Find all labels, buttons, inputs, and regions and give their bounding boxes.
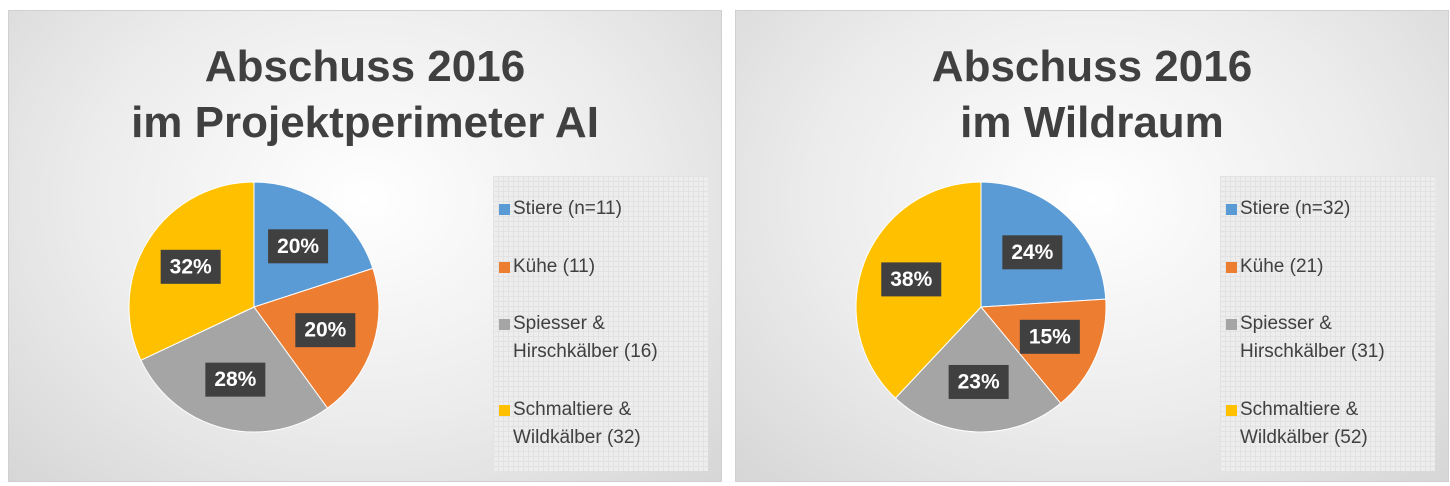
data-label: 38% <box>890 268 932 291</box>
data-label: 20% <box>304 319 346 342</box>
legend-label: Stiere (n=11) <box>513 197 622 219</box>
legend: Stiere (n=32) Kühe (21) Spiesser & Hirschk… <box>1220 176 1435 471</box>
legend-item: Spiesser & Hirschkälber (31) <box>1226 310 1429 366</box>
title-line: im Projektperimeter AI <box>131 98 599 147</box>
legend-swatch <box>1226 405 1237 417</box>
legend-item: Kühe (21) <box>1226 253 1429 281</box>
legend-label: Kühe (21) <box>1240 255 1324 277</box>
label-box <box>1019 319 1080 354</box>
data-label: 15% <box>1029 325 1071 348</box>
data-label: 32% <box>170 255 212 278</box>
chart-title: Abschuss 2016 im Wildraum <box>736 39 1448 151</box>
title-line: im Wildraum <box>960 98 1224 147</box>
label-box <box>295 313 356 348</box>
legend-label: Schmaltiere & Wildkälber (52) <box>1240 399 1368 449</box>
legend-item: Schmaltiere & Wildkälber (32) <box>499 396 702 452</box>
chart: Abschuss 2016 im Wildraum 24% 15% 23% 38% Stie… <box>735 10 1449 482</box>
data-label: 23% <box>958 370 1000 393</box>
legend-label: Spiesser & Hirschkälber (31) <box>1240 313 1385 363</box>
legend-item: Kühe (11) <box>499 253 702 281</box>
legend-item: Stiere (n=32) <box>1226 195 1429 223</box>
legend-label: Stiere (n=32) <box>1240 197 1351 219</box>
pie-area: 24% 15% 23% 38% <box>855 181 1107 433</box>
legend-label: Kühe (11) <box>513 255 596 277</box>
label-box <box>205 362 266 397</box>
label-box <box>1002 235 1063 270</box>
data-label: 20% <box>277 235 319 258</box>
chart-title: Abschuss 2016 im Projektperimeter AI <box>9 39 721 151</box>
legend-item: Spiesser & Hirschkälber (16) <box>499 310 702 366</box>
title-line: Abschuss 2016 <box>204 42 526 91</box>
pie-area: 20% 20% 28% 32% <box>128 181 380 433</box>
legend-label: Schmaltiere & Wildkälber (32) <box>513 399 641 449</box>
legend-item: Stiere (n=11) <box>499 195 702 223</box>
legend-item: Schmaltiere & Wildkälber (52) <box>1226 396 1429 452</box>
legend-label: Spiesser & Hirschkälber (16) <box>513 313 658 363</box>
data-label: 24% <box>1011 241 1053 264</box>
legend-swatch <box>1226 319 1237 331</box>
legend-swatch <box>499 319 510 331</box>
legend-swatch <box>499 405 510 417</box>
legend-swatch <box>1226 261 1237 273</box>
legend: Stiere (n=11) Kühe (11) Spiesser & Hirschk… <box>493 176 708 471</box>
chart: Abschuss 2016 im Projektperimeter AI 20% 20… <box>8 10 722 482</box>
label-box <box>948 364 1009 399</box>
data-label: 28% <box>214 368 256 391</box>
label-box <box>160 249 221 284</box>
legend-swatch <box>499 203 510 215</box>
label-box <box>268 229 329 264</box>
legend-swatch <box>1226 203 1237 215</box>
title-line: Abschuss 2016 <box>931 42 1253 91</box>
label-box <box>881 262 942 297</box>
legend-swatch <box>499 261 510 273</box>
